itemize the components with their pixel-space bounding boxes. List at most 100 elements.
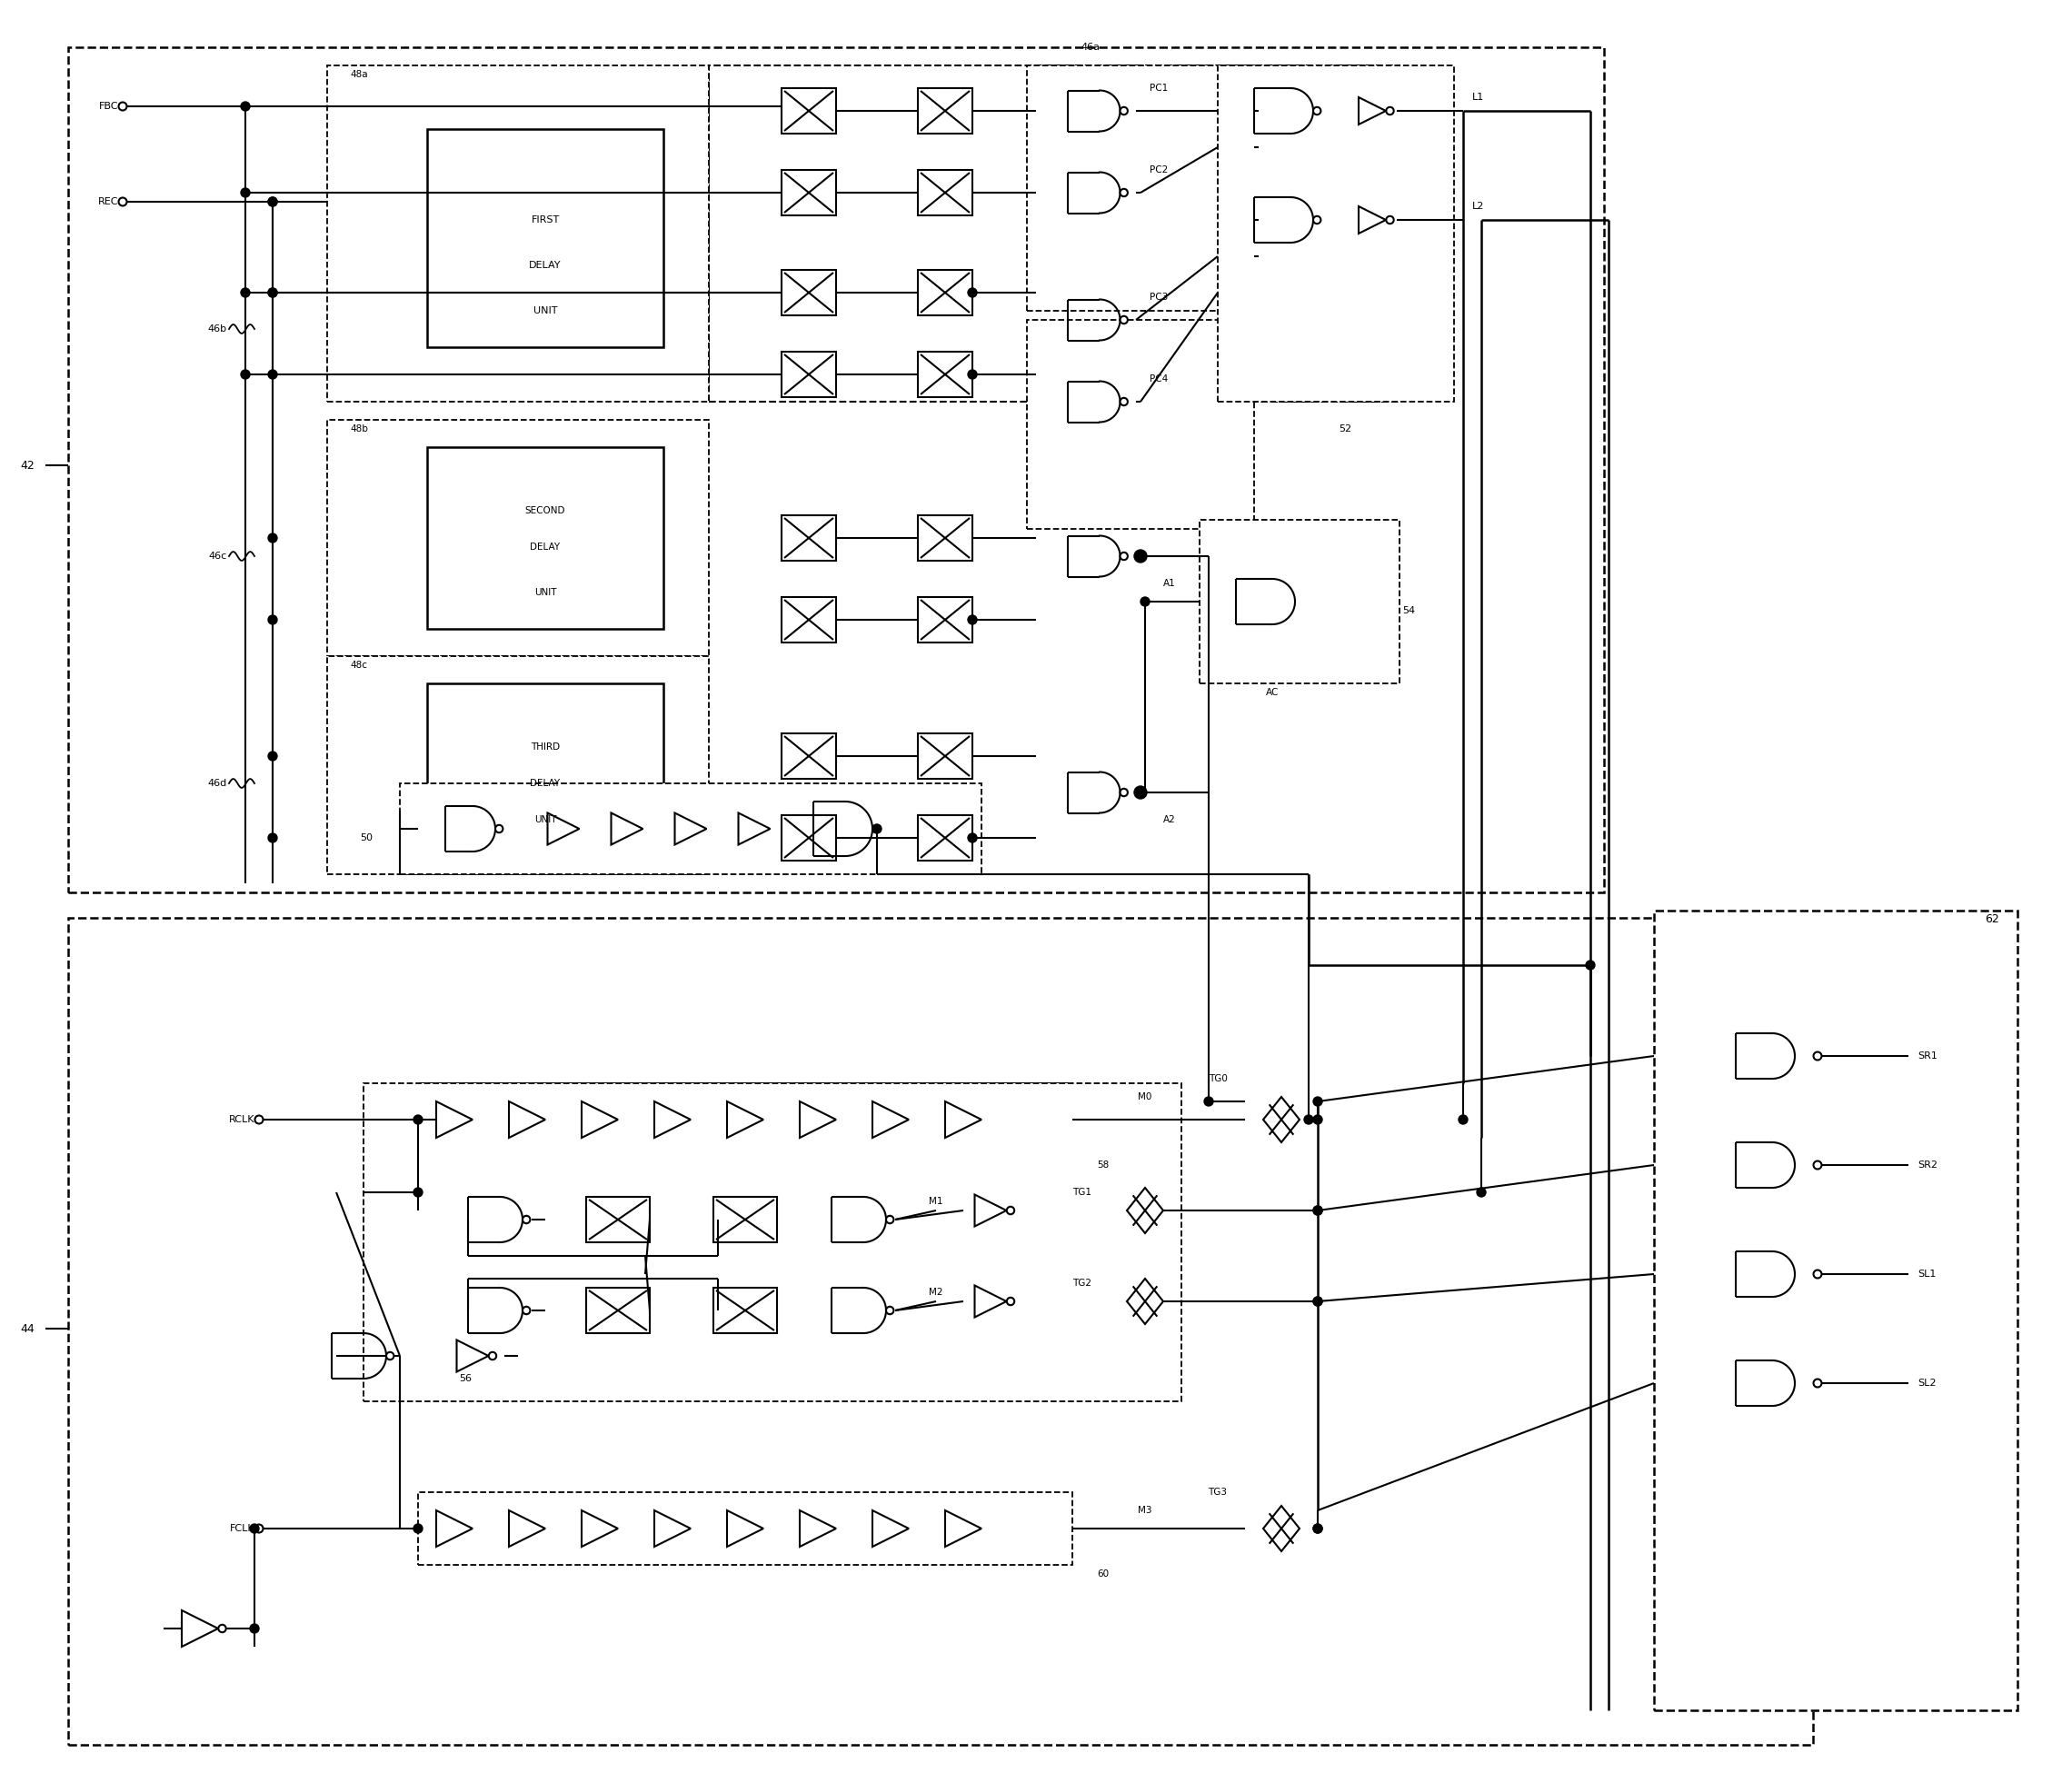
Circle shape (968, 289, 976, 298)
Text: 60: 60 (1096, 1569, 1109, 1578)
Circle shape (1314, 1524, 1322, 1533)
Bar (709, 66, 1399, 401)
Circle shape (1314, 1097, 1322, 1105)
Circle shape (414, 1524, 423, 1533)
Text: THIRD: THIRD (530, 742, 559, 752)
Circle shape (255, 1524, 263, 1533)
Circle shape (1386, 216, 1394, 223)
Text: SL1: SL1 (1917, 1269, 1935, 1278)
Text: FIRST: FIRST (530, 216, 559, 225)
Circle shape (240, 102, 251, 111)
Bar (400, 783, 982, 874)
Polygon shape (437, 1102, 472, 1138)
Text: M0: M0 (1138, 1093, 1152, 1102)
Bar (781, 815, 837, 861)
Polygon shape (800, 1510, 837, 1546)
Polygon shape (727, 1510, 762, 1546)
Circle shape (1585, 961, 1595, 970)
Circle shape (1007, 1207, 1015, 1214)
Text: 58: 58 (1096, 1161, 1109, 1170)
Bar (781, 87, 837, 134)
Bar (713, 1196, 777, 1243)
Text: PC3: PC3 (1150, 292, 1169, 301)
Circle shape (495, 826, 503, 833)
Circle shape (1121, 316, 1127, 325)
Bar (1653, 911, 2018, 1710)
Text: SL2: SL2 (1917, 1378, 1935, 1387)
Polygon shape (582, 1510, 617, 1546)
Text: 52: 52 (1339, 424, 1351, 433)
Polygon shape (547, 813, 580, 845)
Polygon shape (510, 1102, 545, 1138)
Text: 46a: 46a (1082, 43, 1100, 52)
Circle shape (1121, 107, 1127, 114)
Text: PC2: PC2 (1150, 166, 1169, 175)
Text: UNIT: UNIT (535, 815, 557, 824)
Polygon shape (437, 1510, 472, 1546)
Circle shape (1477, 1187, 1486, 1196)
Text: L1: L1 (1473, 93, 1484, 102)
Text: L2: L2 (1473, 201, 1484, 210)
Text: 48b: 48b (350, 424, 369, 433)
Circle shape (385, 1352, 394, 1360)
Text: 46b: 46b (207, 325, 228, 333)
Circle shape (1813, 1269, 1821, 1278)
Circle shape (489, 1352, 497, 1360)
Text: 48a: 48a (350, 70, 369, 78)
Polygon shape (872, 1102, 910, 1138)
Text: TG2: TG2 (1073, 1278, 1092, 1287)
Circle shape (414, 1187, 423, 1196)
Bar (68, 918, 1813, 1746)
Circle shape (267, 833, 278, 842)
Text: DELAY: DELAY (530, 542, 559, 551)
Circle shape (240, 189, 251, 198)
Bar (781, 515, 837, 560)
Text: M3: M3 (1138, 1507, 1152, 1516)
Circle shape (240, 289, 251, 298)
Text: TG1: TG1 (1073, 1187, 1092, 1196)
Text: AC: AC (1266, 688, 1278, 697)
Bar (586, 1287, 651, 1334)
Text: PC1: PC1 (1150, 84, 1169, 93)
Circle shape (1314, 1114, 1322, 1123)
Bar (918, 815, 972, 861)
Circle shape (1303, 1114, 1314, 1123)
Circle shape (1133, 786, 1148, 799)
Bar (586, 1196, 651, 1243)
Circle shape (522, 1216, 530, 1223)
Circle shape (887, 1216, 893, 1223)
Bar (918, 733, 972, 779)
Bar (1028, 319, 1254, 530)
Polygon shape (974, 1195, 1007, 1227)
Circle shape (1314, 216, 1320, 223)
Bar (713, 1287, 777, 1334)
Circle shape (968, 369, 976, 380)
Text: 46c: 46c (209, 551, 228, 560)
Bar (918, 597, 972, 642)
Text: TG0: TG0 (1208, 1073, 1227, 1084)
Bar (781, 597, 837, 642)
Polygon shape (611, 813, 642, 845)
Bar (327, 419, 709, 656)
Bar (781, 733, 837, 779)
Bar (781, 169, 837, 216)
Circle shape (522, 1307, 530, 1314)
Circle shape (267, 198, 278, 207)
Circle shape (1813, 1378, 1821, 1387)
Circle shape (267, 533, 278, 542)
Circle shape (118, 198, 126, 205)
Bar (419, 1084, 1073, 1155)
Bar (1218, 66, 1455, 401)
Polygon shape (582, 1102, 617, 1138)
Bar (918, 269, 972, 316)
Bar (918, 87, 972, 134)
Text: DELAY: DELAY (530, 779, 559, 788)
Bar (1200, 521, 1399, 683)
Text: UNIT: UNIT (533, 307, 557, 316)
Text: TG3: TG3 (1208, 1487, 1227, 1496)
Circle shape (1121, 398, 1127, 405)
Polygon shape (1127, 1278, 1162, 1325)
Text: RCLK: RCLK (228, 1114, 255, 1123)
Polygon shape (655, 1510, 690, 1546)
Polygon shape (974, 1286, 1007, 1318)
